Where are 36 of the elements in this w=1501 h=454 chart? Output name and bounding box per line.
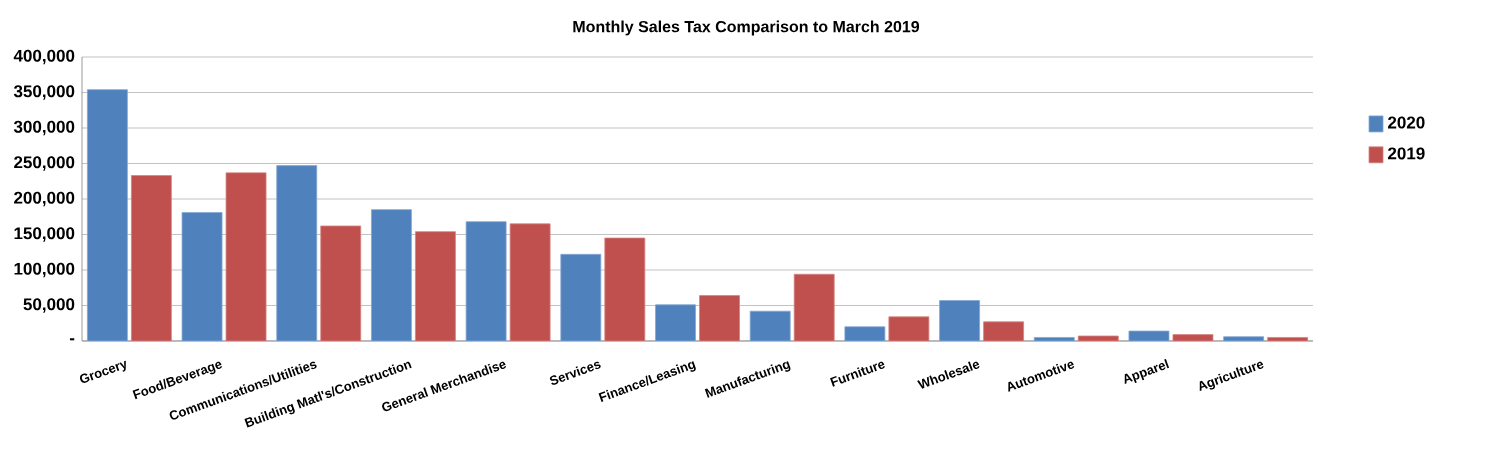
bar xyxy=(371,209,412,341)
bar xyxy=(509,223,551,341)
bar xyxy=(793,273,835,341)
y-tick-label: 50,000 xyxy=(23,298,75,313)
bar xyxy=(655,304,696,341)
y-tick-label: 150,000 xyxy=(14,227,75,242)
bar xyxy=(225,172,267,341)
y-tick-label: 400,000 xyxy=(13,49,75,65)
legend-label: 2020 xyxy=(1388,116,1425,129)
y-tick-label: - xyxy=(69,338,75,341)
bar xyxy=(1033,337,1075,341)
bar xyxy=(465,221,507,341)
y-tick-label: 350,000 xyxy=(13,85,75,100)
bar xyxy=(320,225,362,341)
y-tick-label: 250,000 xyxy=(14,156,75,171)
bar xyxy=(86,89,128,341)
y-tick-label: 200,000 xyxy=(14,191,75,207)
bar xyxy=(699,295,740,341)
y-tick-label: 100,000 xyxy=(14,262,75,278)
bar xyxy=(560,253,602,341)
bar xyxy=(1223,336,1265,341)
bar xyxy=(181,212,223,341)
bar xyxy=(604,237,646,341)
bar xyxy=(415,231,456,341)
bar xyxy=(888,316,930,341)
bar xyxy=(983,321,1024,341)
legend-label: 2019 xyxy=(1388,147,1425,160)
chart-title: Monthly Sales Tax Comparison to March 2019 xyxy=(573,20,920,36)
bar xyxy=(749,310,791,341)
x-tick-label: Grocery xyxy=(79,360,126,383)
bar xyxy=(1128,330,1170,341)
y-tick-label: 300,000 xyxy=(13,120,75,136)
bar xyxy=(939,300,980,341)
bar xyxy=(844,326,886,341)
bar xyxy=(130,175,172,341)
bar xyxy=(276,165,318,341)
